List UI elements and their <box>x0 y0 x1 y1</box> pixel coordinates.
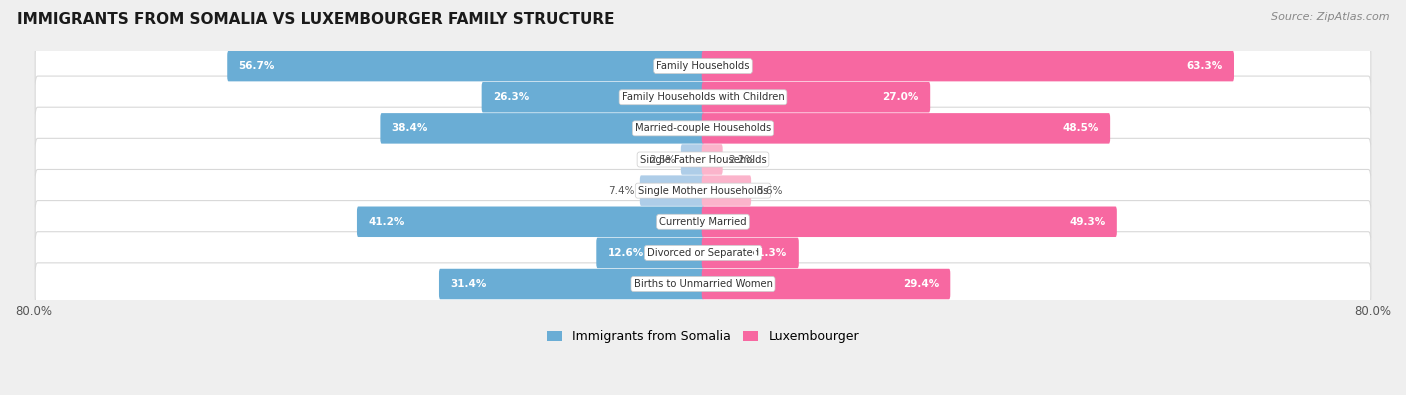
FancyBboxPatch shape <box>681 144 704 175</box>
Text: 48.5%: 48.5% <box>1063 123 1099 134</box>
Text: 56.7%: 56.7% <box>239 61 276 71</box>
FancyBboxPatch shape <box>381 113 704 144</box>
FancyBboxPatch shape <box>640 175 704 206</box>
FancyBboxPatch shape <box>35 76 1371 118</box>
FancyBboxPatch shape <box>702 113 1111 144</box>
FancyBboxPatch shape <box>702 82 931 113</box>
Text: Single Mother Households: Single Mother Households <box>638 186 768 196</box>
Text: 38.4%: 38.4% <box>392 123 427 134</box>
Text: 27.0%: 27.0% <box>883 92 920 102</box>
Text: Married-couple Households: Married-couple Households <box>636 123 770 134</box>
Text: 63.3%: 63.3% <box>1187 61 1223 71</box>
FancyBboxPatch shape <box>702 269 950 299</box>
Text: Currently Married: Currently Married <box>659 217 747 227</box>
Text: Source: ZipAtlas.com: Source: ZipAtlas.com <box>1271 12 1389 22</box>
FancyBboxPatch shape <box>702 207 1116 237</box>
Text: 12.6%: 12.6% <box>607 248 644 258</box>
FancyBboxPatch shape <box>702 51 1234 81</box>
Text: 41.2%: 41.2% <box>368 217 405 227</box>
FancyBboxPatch shape <box>35 263 1371 305</box>
Text: 11.3%: 11.3% <box>751 248 787 258</box>
Text: 2.2%: 2.2% <box>728 154 755 164</box>
FancyBboxPatch shape <box>702 144 723 175</box>
FancyBboxPatch shape <box>228 51 704 81</box>
FancyBboxPatch shape <box>35 138 1371 181</box>
Text: 5.6%: 5.6% <box>756 186 783 196</box>
Text: 7.4%: 7.4% <box>607 186 634 196</box>
FancyBboxPatch shape <box>357 207 704 237</box>
Text: Family Households: Family Households <box>657 61 749 71</box>
FancyBboxPatch shape <box>35 232 1371 274</box>
FancyBboxPatch shape <box>702 238 799 268</box>
FancyBboxPatch shape <box>439 269 704 299</box>
FancyBboxPatch shape <box>702 175 751 206</box>
FancyBboxPatch shape <box>482 82 704 113</box>
Text: Divorced or Separated: Divorced or Separated <box>647 248 759 258</box>
Text: 31.4%: 31.4% <box>450 279 486 289</box>
FancyBboxPatch shape <box>35 45 1371 87</box>
Text: Single Father Households: Single Father Households <box>640 154 766 164</box>
FancyBboxPatch shape <box>35 107 1371 150</box>
Text: 29.4%: 29.4% <box>903 279 939 289</box>
Text: IMMIGRANTS FROM SOMALIA VS LUXEMBOURGER FAMILY STRUCTURE: IMMIGRANTS FROM SOMALIA VS LUXEMBOURGER … <box>17 12 614 27</box>
FancyBboxPatch shape <box>596 238 704 268</box>
Text: 49.3%: 49.3% <box>1070 217 1105 227</box>
Text: Family Households with Children: Family Households with Children <box>621 92 785 102</box>
Text: Births to Unmarried Women: Births to Unmarried Women <box>634 279 772 289</box>
Text: 26.3%: 26.3% <box>494 92 529 102</box>
Text: 2.5%: 2.5% <box>650 154 675 164</box>
FancyBboxPatch shape <box>35 201 1371 243</box>
FancyBboxPatch shape <box>35 169 1371 212</box>
Legend: Immigrants from Somalia, Luxembourger: Immigrants from Somalia, Luxembourger <box>541 325 865 348</box>
